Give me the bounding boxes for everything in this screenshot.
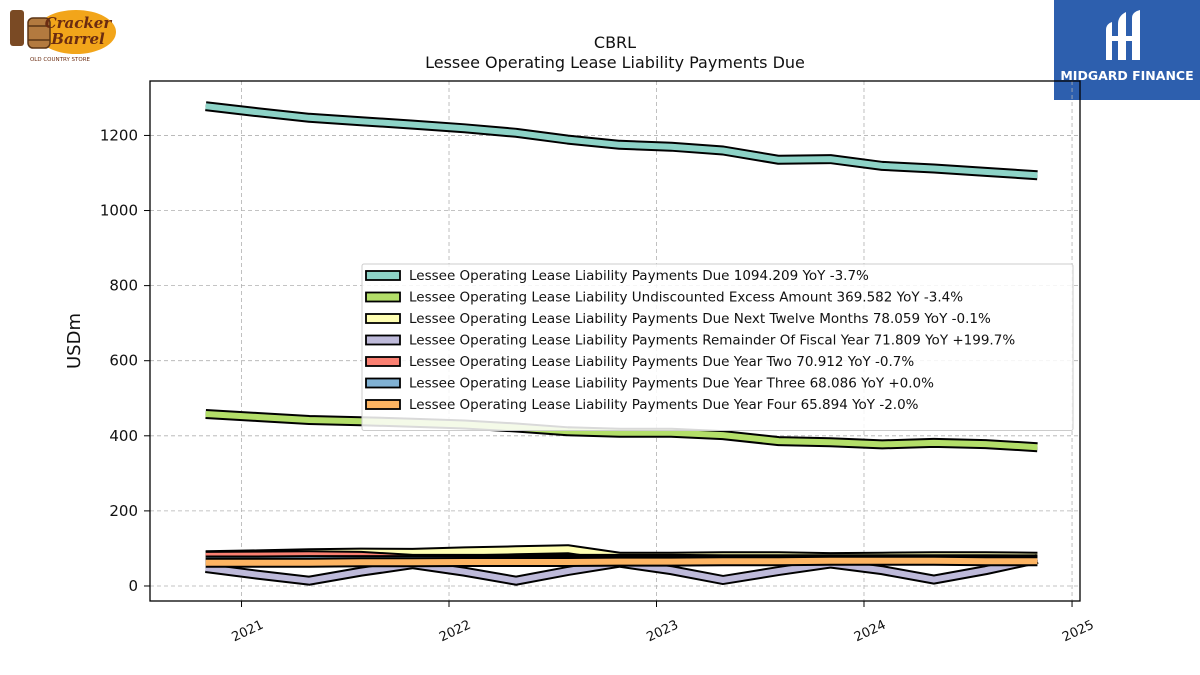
cracker-barrel-logo: Cracker Barrel OLD COUNTRY STORE [4,4,116,64]
legend-swatch [365,313,401,324]
x-tick-label: 2025 [1060,618,1096,646]
logo-word-1: Cracker [45,14,113,32]
series-line [205,557,1038,566]
y-axis: 0 200 400 600 800 1000 1200 [100,126,150,595]
midgard-finance-logo: MIDGARD FINANCE [1054,0,1200,100]
legend-entry: Lessee Operating Lease Liability Undisco… [409,290,963,306]
legend-entry: Lessee Operating Lease Liability Payment… [409,333,1015,349]
legend-swatch [365,356,401,367]
logo-word-2: Barrel [50,30,105,48]
series-line [205,411,1038,451]
y-tick-label: 200 [109,502,138,520]
x-tick-label: 2021 [230,618,266,646]
y-tick-label: 0 [128,577,138,595]
y-tick-label: 1000 [100,202,138,220]
legend: Lessee Operating Lease Liability Payment… [361,263,1074,431]
x-tick-label: 2023 [645,618,681,646]
x-tick-label: 2022 [437,618,473,646]
legend-box [361,263,1074,431]
legend-swatch [365,291,401,303]
cracker-barrel-logo-graphic: Cracker Barrel OLD COUNTRY STORE [10,10,116,63]
x-tick-label: 2024 [852,618,888,646]
legend-swatch [365,399,401,410]
legend-entry: Lessee Operating Lease Liability Payment… [409,311,991,327]
chart-title: CBRL [594,33,636,52]
y-tick-label: 400 [109,427,138,445]
legend-swatch [365,334,401,346]
legend-entry: Lessee Operating Lease Liability Payment… [409,397,919,413]
plot-frame [149,80,1081,602]
y-axis-label: USDm [64,313,85,369]
series-layer [205,101,1039,586]
legend-swatch [365,270,401,281]
y-tick-label: 800 [109,277,138,295]
legend-entry: Lessee Operating Lease Liability Payment… [409,354,914,370]
series-line [205,103,1038,179]
legend-entry: Lessee Operating Lease Liability Payment… [409,376,934,392]
legend-swatch [365,377,401,389]
logo-tagline: OLD COUNTRY STORE [30,57,91,63]
midgard-finance-wordmark: MIDGARD FINANCE [1060,68,1194,83]
x-axis: 2021 2022 2023 2024 2025 [230,601,1096,646]
y-tick-label: 1200 [100,126,138,144]
midgard-finance-emblem [1106,10,1140,60]
chart-subtitle: Lessee Operating Lease Liability Payment… [425,53,805,72]
y-tick-label: 600 [109,352,138,370]
legend-entry: Lessee Operating Lease Liability Payment… [409,268,869,284]
